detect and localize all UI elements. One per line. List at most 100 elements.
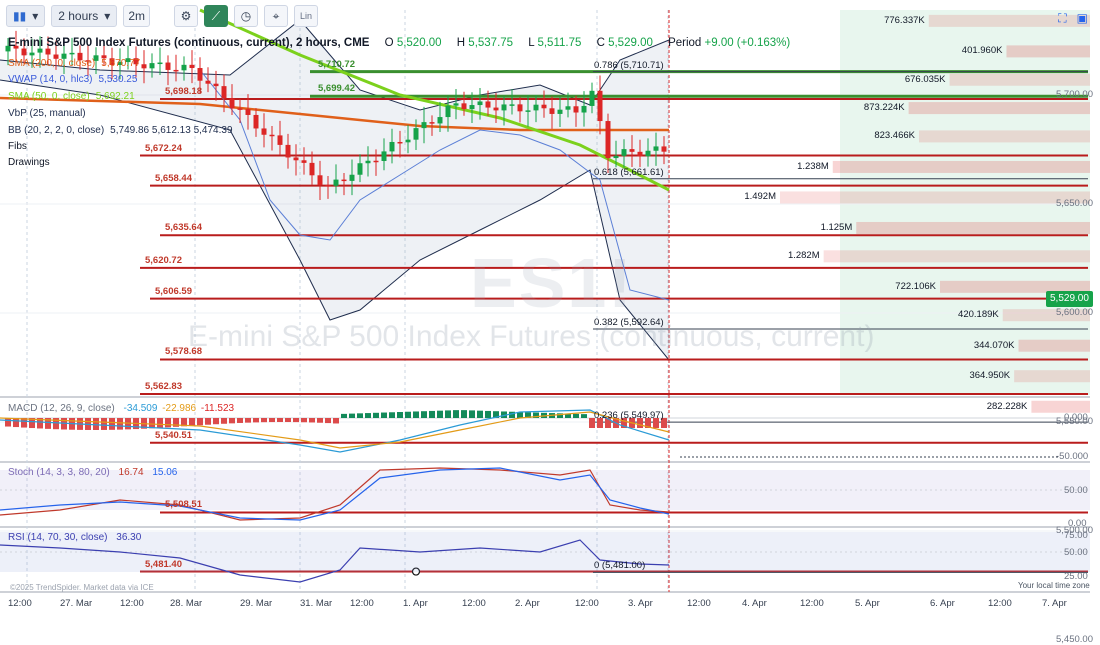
macd-histogram-bar — [621, 418, 627, 428]
candle-body — [205, 80, 211, 84]
macd-histogram-bar — [437, 410, 443, 418]
high-label: H — [456, 37, 466, 49]
fullscreen-icon[interactable]: ⛶ — [1058, 11, 1067, 25]
candle-body — [45, 48, 51, 55]
high-value: 5,537.75 — [468, 37, 514, 49]
candle-body — [117, 62, 123, 65]
candle-body — [541, 104, 547, 109]
candle-body — [317, 175, 323, 186]
chart-header: E-mini S&P 500 Index Futures (continuous… — [8, 37, 791, 50]
panel-icon[interactable]: ▣ — [1076, 11, 1088, 25]
interval-select[interactable]: 2 hours ▾ — [51, 5, 118, 27]
macd-histogram-bar — [405, 411, 411, 418]
candle-body — [405, 139, 411, 143]
volume-profile-bar — [928, 14, 1090, 27]
candle-body — [413, 128, 419, 140]
timezone-note[interactable]: Your local time zone — [1018, 581, 1090, 590]
vwap-legend[interactable]: VWAP (14, 0, hlc3) 5,530.25 — [8, 74, 138, 85]
volume-profile-label: 401.960K — [961, 45, 1003, 57]
macd-histogram-bar — [117, 418, 123, 430]
macd-histogram-bar — [253, 418, 259, 423]
settings-gear-button[interactable]: ⚙ — [173, 5, 198, 27]
macd-histogram-bar — [277, 418, 283, 423]
time-axis-label: 12:00 — [120, 598, 144, 609]
volume-profile-bar — [780, 191, 1090, 204]
time-axis-label: 28. Mar — [170, 598, 203, 609]
macd-histogram-bar — [197, 418, 203, 426]
macd-histogram-bar — [45, 418, 51, 429]
chart-canvas[interactable] — [0, 0, 1100, 620]
level-label: 5,540.51 — [155, 429, 192, 441]
volume-profile-bar — [856, 221, 1090, 234]
volume-profile-label: 676.035K — [904, 73, 946, 85]
candle-body — [5, 45, 11, 52]
macd-histogram-bar — [645, 418, 651, 428]
candle-body — [253, 114, 259, 129]
macd-histogram-bar — [173, 418, 179, 427]
level-label: 5,508.51 — [165, 499, 202, 511]
macd-legend[interactable]: MACD (12, 26, 9, close) -34.509 -22.986 … — [8, 403, 235, 414]
macd-histogram-bar — [229, 418, 235, 424]
candle-body — [357, 163, 363, 175]
volume-profile-backdrop — [840, 10, 1090, 395]
compare-interval-button[interactable]: 2m — [123, 5, 150, 27]
volume-profile-bar — [832, 160, 1090, 173]
candle-body — [301, 160, 307, 163]
macd-histogram-bar — [301, 418, 307, 423]
macd-histogram-bar — [429, 410, 435, 418]
macd-histogram-bar — [29, 418, 35, 429]
candle-body — [109, 58, 115, 65]
time-axis-label: 12:00 — [462, 598, 486, 609]
clock-button[interactable]: ◷ — [233, 5, 258, 27]
candle-body — [141, 64, 147, 69]
macd-histogram-bar — [461, 410, 467, 418]
macd-signal-line — [0, 411, 670, 449]
macd-histogram-bar — [581, 414, 587, 418]
time-axis-label: 1. Apr — [403, 598, 428, 609]
macd-histogram-bar — [293, 418, 299, 423]
candle-body — [661, 146, 667, 152]
chart-type-button[interactable]: ▮▮ ▾ — [6, 5, 46, 27]
candle-body — [53, 54, 59, 59]
candle-body — [397, 141, 403, 144]
crosshair-button[interactable]: ⌖ — [263, 5, 288, 27]
volume-profile-label: 1.492M — [744, 191, 776, 203]
scale-lin-button[interactable]: Lin — [293, 5, 318, 27]
sma200-legend[interactable]: SMA (200, 0, close) 5,670.77 — [8, 58, 141, 69]
crosshair-icon: ⌖ — [272, 8, 280, 23]
macd-histogram-bar — [245, 418, 251, 423]
time-axis-label: 12:00 — [8, 598, 32, 609]
candle-body — [77, 52, 83, 61]
volume-profile-bar — [1031, 400, 1090, 413]
macd-histogram-bar — [261, 418, 267, 423]
candle-body — [269, 134, 275, 137]
macd-histogram-bar — [325, 418, 331, 424]
fibs-legend[interactable]: Fibs — [8, 141, 27, 152]
rsi-legend[interactable]: RSI (14, 70, 30, close) 36.30 — [8, 532, 142, 543]
macd-histogram-bar — [445, 410, 451, 418]
candle-body — [229, 98, 235, 109]
symbol-watermark: ES1! — [470, 244, 634, 322]
macd-histogram-bar — [389, 412, 395, 418]
price-axis-label: 5,600.00 — [1056, 307, 1093, 318]
stoch-k-line — [0, 467, 670, 521]
vbp-legend[interactable]: VbP (25, manual) — [8, 108, 86, 119]
sma50-legend[interactable]: SMA (50, 0, close) 5,692.21 — [8, 91, 135, 102]
trend-tool-button[interactable]: ⟋ — [203, 5, 228, 27]
volume-profile-bar — [1006, 45, 1090, 58]
period-change: +9.00 (+0.163%) — [704, 37, 791, 49]
bb-legend[interactable]: BB (20, 2, 2, 0, close) 5,749.86 5,612.13… — [8, 125, 233, 136]
fib-label: 0 (5,481.00) — [594, 560, 646, 572]
candle-body — [445, 105, 451, 118]
symbol-title[interactable]: E-mini S&P 500 Index Futures (continuous… — [8, 37, 370, 49]
price-axis-label: 5,450.00 — [1056, 634, 1093, 645]
volume-profile-bar — [949, 73, 1090, 86]
time-axis-label: 6. Apr — [930, 598, 955, 609]
level-label: 5,481.40 — [145, 558, 182, 570]
candle-body — [293, 157, 299, 161]
level-label: 5,699.42 — [318, 83, 355, 95]
stoch-axis-0: 50.00 — [1064, 485, 1088, 496]
drawings-legend[interactable]: Drawings — [8, 157, 50, 168]
stoch-legend[interactable]: Stoch (14, 3, 3, 80, 20) 16.74 15.06 — [8, 467, 178, 478]
sma50-line — [199, 8, 670, 192]
